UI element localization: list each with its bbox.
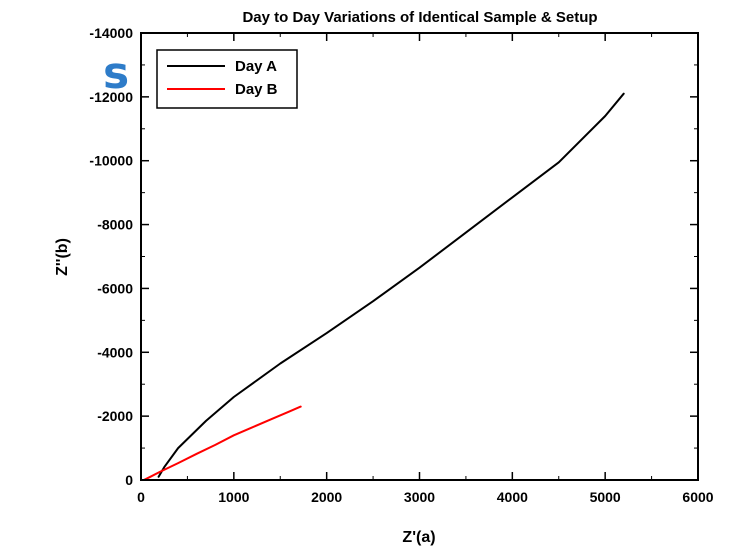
plot-area-frame (140, 32, 699, 481)
y-tick-label: -10000 (89, 153, 133, 169)
x-tick-label: 6000 (682, 489, 713, 505)
x-tick-label: 3000 (404, 489, 435, 505)
x-tick-label: 1000 (218, 489, 249, 505)
y-tick-label: -4000 (97, 344, 133, 360)
x-axis-label: Z'(a) (402, 529, 435, 546)
y-axis-label: Z''(b) (54, 238, 71, 276)
x-tick-label: 0 (137, 489, 145, 505)
series-line-day-a (157, 92, 625, 478)
y-tick-label: -8000 (97, 217, 133, 233)
series-line-day-b (142, 405, 302, 481)
x-tick-label: 5000 (590, 489, 621, 505)
x-tick-label: 2000 (311, 489, 342, 505)
y-tick-label: 0 (125, 472, 133, 488)
legend-label: Day A (235, 58, 277, 75)
y-tick-label: -12000 (89, 89, 133, 105)
y-tick-label: -2000 (97, 408, 133, 424)
slide-text-fragment: s (103, 48, 130, 99)
x-tick-label: 4000 (497, 489, 528, 505)
y-tick-label: -14000 (89, 25, 133, 41)
legend-box (156, 49, 298, 109)
chart-title: Day to Day Variations of Identical Sampl… (242, 9, 597, 26)
legend-label: Day B (235, 81, 278, 98)
y-tick-label: -6000 (97, 280, 133, 296)
